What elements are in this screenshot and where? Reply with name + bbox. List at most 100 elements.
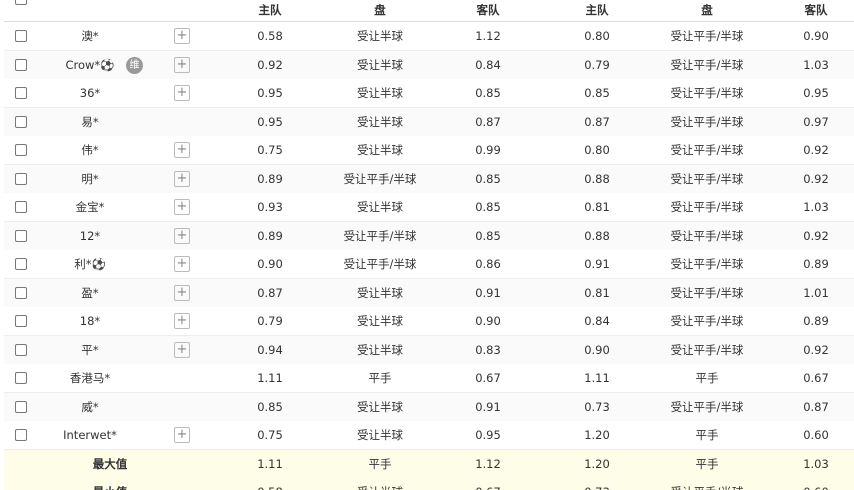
- expand-button[interactable]: +: [174, 256, 190, 272]
- cell: 0.92: [803, 342, 829, 357]
- cell: 0.92: [803, 143, 829, 157]
- cell: 0.90: [584, 342, 610, 357]
- cell: 0.90: [475, 314, 501, 328]
- table-row: 18* +0.79 受让半球 0.90 0.84 受让平手/半球 0.89: [4, 307, 854, 336]
- cell: 受让平手/半球: [670, 228, 744, 243]
- company-name: 利*⚽: [74, 257, 106, 271]
- cell: 受让半球: [357, 314, 403, 328]
- table-row: 香港马* 1.11 平手 0.67 1.11 平手 0.67: [4, 364, 854, 393]
- cell: 0.87: [803, 399, 829, 414]
- company-name: 伟*: [81, 143, 99, 157]
- checkbox[interactable]: [15, 30, 27, 42]
- checkbox[interactable]: [15, 144, 27, 156]
- expand-button[interactable]: +: [174, 313, 190, 329]
- expand-button[interactable]: +: [174, 28, 190, 44]
- cell: 0.80: [584, 143, 610, 157]
- cell: 受让半球: [357, 57, 403, 72]
- cell: 受让半球: [325, 478, 435, 490]
- cell: 受让平手/半球: [670, 285, 744, 300]
- cell: 1.12: [475, 29, 501, 43]
- cell: 0.95: [475, 428, 501, 442]
- cell: 受让平手/半球: [343, 257, 417, 271]
- checkbox[interactable]: [15, 229, 27, 242]
- cell: 受让平手/半球: [343, 171, 417, 186]
- cell: 0.94: [257, 342, 283, 357]
- checkbox[interactable]: [15, 115, 27, 128]
- cell: 受让平手/半球: [343, 228, 417, 243]
- cell: 0.85: [475, 86, 501, 100]
- cell: 0.95: [803, 86, 829, 100]
- expand-button[interactable]: +: [174, 56, 190, 73]
- checkbox[interactable]: [15, 0, 27, 5]
- cell: 1.12: [475, 456, 501, 471]
- cell: 平手: [368, 371, 392, 385]
- checkbox[interactable]: [15, 201, 27, 213]
- expand-button[interactable]: +: [174, 199, 190, 215]
- cell: 0.58: [215, 478, 325, 490]
- cell: 0.90: [257, 257, 283, 271]
- expand-button[interactable]: +: [174, 227, 190, 244]
- cell: 0.91: [475, 285, 501, 300]
- cell: 受让半球: [357, 114, 403, 129]
- cell: 1.03: [803, 200, 829, 214]
- cell: 平手: [695, 456, 719, 471]
- cell: 受让平手/半球: [652, 478, 762, 490]
- cell: 0.79: [257, 314, 283, 328]
- column-header: 主队: [258, 3, 282, 17]
- cell: 1.11: [584, 371, 610, 385]
- cell: 受让半球: [357, 200, 403, 214]
- checkbox[interactable]: [15, 343, 27, 356]
- cell: 0.92: [803, 228, 829, 243]
- checkbox[interactable]: [15, 58, 27, 71]
- column-header: 主队: [585, 3, 609, 17]
- cell: 0.81: [584, 285, 610, 300]
- cell: 0.85: [584, 86, 610, 100]
- checkbox[interactable]: [15, 315, 27, 327]
- cell: 0.73: [584, 399, 610, 414]
- cell: 0.97: [803, 114, 829, 129]
- cell: 0.80: [584, 29, 610, 43]
- checkbox[interactable]: [15, 172, 27, 185]
- cell: 0.89: [803, 257, 829, 271]
- checkbox[interactable]: [15, 258, 27, 270]
- cell: 1.11: [257, 371, 283, 385]
- cell: 0.91: [584, 257, 610, 271]
- company-name: 易*: [81, 114, 99, 129]
- badge: 维: [126, 56, 143, 74]
- company-name: Crow*⚽: [65, 57, 115, 72]
- checkbox[interactable]: [15, 429, 27, 441]
- expand-button[interactable]: +: [174, 85, 190, 101]
- expand-button[interactable]: +: [174, 341, 190, 358]
- checkbox[interactable]: [15, 87, 27, 99]
- table-row: 利*⚽ +0.90 受让平手/半球 0.86 0.91 受让平手/半球 0.89: [4, 250, 854, 279]
- cell: 受让半球: [357, 86, 403, 100]
- table-row: Interwet* +0.75 受让半球 0.95 1.20 平手 0.60: [4, 421, 854, 450]
- expand-button[interactable]: +: [174, 284, 190, 301]
- column-header: 盘: [701, 3, 713, 17]
- cell: 受让半球: [357, 143, 403, 157]
- cell: 0.95: [257, 86, 283, 100]
- company-name: 明*: [81, 171, 99, 186]
- cell: 0.89: [257, 171, 283, 186]
- cell: 受让平手/半球: [670, 86, 744, 100]
- cell: 受让半球: [357, 399, 403, 414]
- checkbox[interactable]: [15, 400, 27, 413]
- expand-button[interactable]: +: [174, 427, 190, 443]
- cell: 0.90: [803, 29, 829, 43]
- cell: 1.20: [584, 456, 610, 471]
- cell: 受让半球: [357, 428, 403, 442]
- checkbox[interactable]: [15, 372, 27, 384]
- cell: 受让平手/半球: [670, 143, 744, 157]
- cell: 1.03: [803, 57, 829, 72]
- cell: 0.87: [257, 285, 283, 300]
- cell: 受让平手/半球: [670, 314, 744, 328]
- checkbox[interactable]: [15, 286, 27, 299]
- expand-button[interactable]: +: [174, 170, 190, 187]
- company-name: 18*: [79, 314, 101, 328]
- cell: 0.75: [257, 428, 283, 442]
- cell: 0.85: [475, 200, 501, 214]
- expand-button[interactable]: +: [174, 142, 190, 158]
- cell: 0.83: [475, 342, 501, 357]
- cell: 受让平手/半球: [670, 29, 744, 43]
